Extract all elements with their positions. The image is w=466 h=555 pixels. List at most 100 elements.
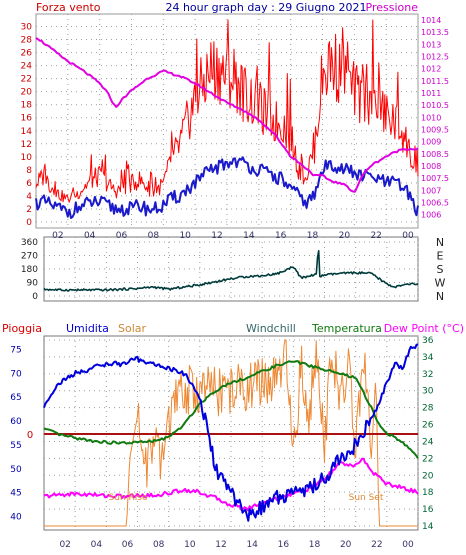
hour-tick-label: 22: [370, 231, 381, 241]
direction-tick-label: 180: [21, 265, 38, 275]
hour-tick-label: 14: [246, 540, 258, 550]
wind-tick-label: 22: [21, 75, 32, 85]
wind-average-line: [35, 156, 419, 219]
hour-tick-label: 20: [340, 540, 352, 550]
pressure-tick-label: 1006.5: [421, 199, 449, 208]
pressure-tick-label: 1010: [421, 113, 441, 122]
graph-date-title: 24 hour graph day : 29 Giugno 2021: [165, 1, 366, 14]
pressure-tick-label: 1013: [421, 40, 441, 49]
pressure-tick-label: 1008.5: [421, 150, 449, 159]
pressure-line: [35, 37, 419, 193]
wind-tick-label: 14: [21, 127, 33, 137]
solar-line: [44, 339, 418, 527]
wind-tick-label: 28: [21, 36, 33, 46]
wind-tick-label: 16: [21, 114, 33, 124]
wind-tick-label: 30: [21, 23, 33, 33]
temperature-tick-label: 36: [422, 336, 434, 346]
humidity-legend: Umidita: [66, 322, 109, 335]
pressure-tick-label: 1012: [421, 65, 441, 74]
humidity-tick-label: 40: [10, 512, 22, 522]
hour-tick-label: 18: [307, 231, 319, 241]
humidity-tick-label: 70: [10, 369, 22, 379]
rain-legend: Pioggia: [2, 322, 42, 335]
temperature-line: [43, 360, 419, 459]
hour-tick-label: 18: [309, 540, 321, 550]
dewpoint-legend: Dew Point (°C): [384, 322, 464, 335]
pressure-tick-label: 1012.5: [421, 53, 449, 62]
compass-tick-label: N: [436, 236, 444, 249]
temperature-tick-label: 30: [422, 387, 434, 397]
compass-tick-label: W: [435, 277, 446, 290]
hour-tick-label: 06: [116, 231, 128, 241]
temperature-tick-label: 24: [422, 437, 434, 447]
hour-tick-label: 12: [215, 540, 226, 550]
hour-tick-label: 02: [59, 540, 70, 550]
humidity-tick-label: 65: [10, 393, 21, 403]
humidity-tick-label: 45: [10, 489, 21, 499]
direction-tick-label: 0: [32, 292, 38, 302]
pressure-tick-label: 1006: [421, 211, 441, 220]
hour-tick-label: 04: [84, 231, 96, 241]
temperature-tick-label: 28: [422, 404, 434, 414]
hour-tick-label: 22: [371, 540, 382, 550]
hour-tick-label: 00: [402, 231, 414, 241]
temperature-tick-label: 20: [422, 471, 434, 481]
hour-tick-label: 02: [52, 231, 63, 241]
solar-legend: Solar: [118, 322, 147, 335]
wind-tick-label: 26: [21, 49, 33, 59]
pressure-tick-label: 1007: [421, 186, 441, 195]
hour-tick-label: 10: [179, 231, 191, 241]
pressure-tick-label: 1008: [421, 162, 441, 171]
dewpoint-line: [43, 457, 419, 512]
humidity-tick-label: 50: [10, 465, 22, 475]
direction-grid: [44, 237, 419, 301]
temperature-tick-label: 32: [422, 370, 433, 380]
wind-tick-label: 2: [26, 205, 32, 215]
temperature-tick-label: 18: [422, 488, 434, 498]
compass-tick-label: S: [437, 263, 444, 276]
wind-tick-label: 4: [26, 192, 32, 202]
humidity-tick-label: 75: [10, 346, 21, 356]
wind-direction-line: [43, 250, 419, 292]
humidity-line: [43, 343, 419, 522]
hour-tick-label: 06: [122, 540, 134, 550]
hour-tick-label: 08: [153, 540, 165, 550]
pressure-tick-label: 1009: [421, 138, 441, 147]
pressure-tick-label: 1007.5: [421, 174, 449, 183]
direction-panel: [43, 236, 419, 302]
sunrise-label: Sun Rise: [109, 493, 148, 503]
hour-tick-label: 00: [402, 540, 414, 550]
rain-zero-label: 0: [27, 430, 33, 441]
temperature-tick-label: 14: [422, 522, 434, 532]
hour-tick-label: 04: [91, 540, 103, 550]
humidity-tick-label: 60: [10, 417, 22, 427]
direction-tick-label: 270: [21, 252, 38, 262]
sunset-label: Sun Set: [349, 493, 384, 503]
hour-tick-label: 12: [211, 231, 222, 241]
windchill-legend: Windchill: [246, 322, 296, 335]
wind-force-title: Forza vento: [36, 1, 101, 14]
wind-tick-label: 20: [21, 88, 33, 98]
temperature-tick-label: 16: [422, 505, 434, 515]
pressure-tick-label: 1011.5: [421, 77, 449, 86]
wind-tick-label: 8: [26, 166, 32, 176]
hour-tick-label: 16: [278, 540, 290, 550]
hour-tick-label: 16: [275, 231, 287, 241]
wind-tick-label: 6: [26, 179, 32, 189]
wind-tick-label: 18: [21, 101, 33, 111]
compass-tick-label: E: [437, 250, 444, 263]
pressure-tick-label: 1009.5: [421, 126, 449, 135]
direction-tick-label: 360: [21, 238, 38, 248]
temperature-tick-label: 22: [422, 454, 433, 464]
pressure-tick-label: 1013.5: [421, 28, 449, 37]
pressure-tick-label: 1014: [421, 16, 441, 25]
hour-tick-label: 10: [184, 540, 196, 550]
humidity-tick-label: 55: [10, 441, 21, 451]
wind-gust-line: [35, 19, 419, 203]
pressure-tick-label: 1010.5: [421, 101, 449, 110]
pressure-tick-label: 1011: [421, 89, 441, 98]
temperature-tick-label: 34: [422, 353, 434, 363]
hour-tick-label: 14: [243, 231, 255, 241]
